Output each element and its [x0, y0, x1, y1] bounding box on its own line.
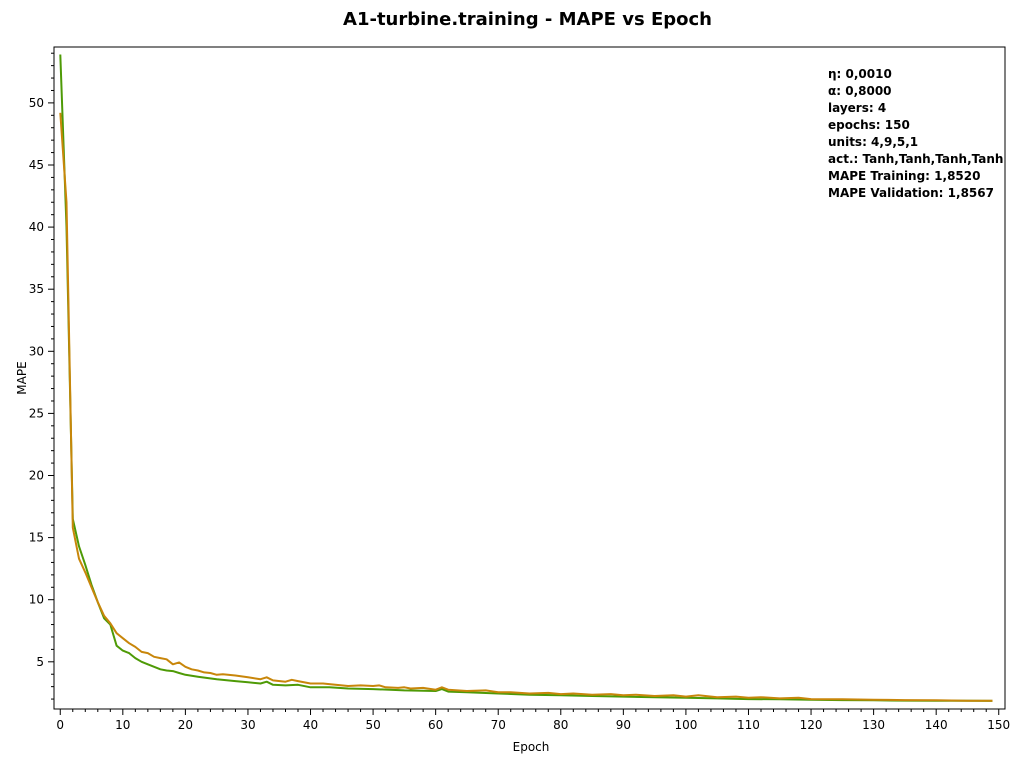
- y-tick-label: 45: [29, 158, 44, 172]
- axis-tick-labels: 0 10 20 30 40 50 60 70 80 90 100 110 120 130 140 150 5 10…: [29, 96, 1010, 732]
- y-tick-label: 10: [29, 593, 44, 607]
- series-line-2: [59, 112, 993, 702]
- x-tick-label: 70: [491, 718, 506, 732]
- y-tick-label: 20: [29, 468, 44, 482]
- info-line: layers: 4: [828, 101, 886, 115]
- x-tick-label: 90: [616, 718, 631, 732]
- x-tick-label: 110: [737, 718, 760, 732]
- x-tick-label: 140: [925, 718, 948, 732]
- series-layer: [59, 54, 993, 702]
- plot-frame: [53, 46, 1006, 710]
- chart-title: A1-turbine.training - MAPE vs Epoch: [343, 9, 712, 30]
- info-line: act.: Tanh,Tanh,Tanh,Tanh: [828, 152, 1003, 166]
- x-tick-label: 60: [428, 718, 443, 732]
- x-tick-label: 100: [674, 718, 697, 732]
- x-tick-label: 120: [800, 718, 823, 732]
- x-tick-label: 80: [553, 718, 568, 732]
- y-tick-label: 50: [29, 96, 44, 110]
- info-line: η: 0,0010: [828, 67, 892, 81]
- x-tick-label: 130: [862, 718, 885, 732]
- info-line: epochs: 150: [828, 118, 910, 132]
- x-tick-label: 20: [178, 718, 193, 732]
- x-tick-label: 150: [987, 718, 1010, 732]
- x-tick-label: 0: [56, 718, 64, 732]
- y-tick-label: 40: [29, 220, 44, 234]
- x-tick-label: 10: [115, 718, 130, 732]
- y-tick-label: 5: [36, 655, 44, 669]
- series-line-1: [59, 54, 993, 702]
- y-tick-label: 30: [29, 344, 44, 358]
- y-axis-title: MAPE: [15, 361, 29, 394]
- y-tick-label: 15: [29, 531, 44, 545]
- info-line: MAPE Validation: 1,8567: [828, 186, 994, 200]
- info-box: η: 0,0010 α: 0,8000 layers: 4 epochs: 150 un…: [828, 67, 1003, 200]
- x-tick-label: 50: [365, 718, 380, 732]
- x-axis-title: Epoch: [513, 740, 550, 754]
- info-line: MAPE Training: 1,8520: [828, 169, 980, 183]
- info-line: α: 0,8000: [828, 84, 892, 98]
- y-tick-label: 25: [29, 406, 44, 420]
- info-line: units: 4,9,5,1: [828, 135, 918, 149]
- axis-ticks: [48, 52, 1000, 715]
- x-tick-label: 40: [303, 718, 318, 732]
- x-tick-label: 30: [240, 718, 255, 732]
- y-tick-label: 35: [29, 282, 44, 296]
